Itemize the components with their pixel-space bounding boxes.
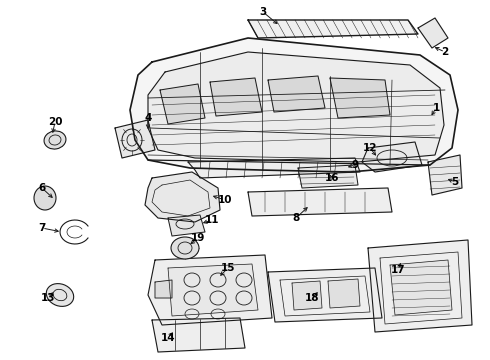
Text: 11: 11 xyxy=(205,215,219,225)
Polygon shape xyxy=(248,188,392,216)
Polygon shape xyxy=(155,280,172,298)
Polygon shape xyxy=(145,172,220,222)
Polygon shape xyxy=(152,318,245,352)
Polygon shape xyxy=(292,281,322,310)
Polygon shape xyxy=(328,279,360,308)
Polygon shape xyxy=(418,18,448,48)
Text: 5: 5 xyxy=(451,177,459,187)
Text: 7: 7 xyxy=(38,223,46,233)
Text: 18: 18 xyxy=(305,293,319,303)
Text: 19: 19 xyxy=(191,233,205,243)
Polygon shape xyxy=(330,78,390,118)
Text: 8: 8 xyxy=(293,213,299,223)
Polygon shape xyxy=(168,215,205,236)
Ellipse shape xyxy=(44,131,66,149)
Ellipse shape xyxy=(171,237,199,259)
Text: 6: 6 xyxy=(38,183,46,193)
Polygon shape xyxy=(130,38,458,172)
Text: 1: 1 xyxy=(432,103,440,113)
Polygon shape xyxy=(168,264,258,316)
Ellipse shape xyxy=(47,284,74,306)
Polygon shape xyxy=(268,268,382,322)
Ellipse shape xyxy=(34,186,56,210)
Text: 2: 2 xyxy=(441,47,449,57)
Text: 16: 16 xyxy=(325,173,339,183)
Polygon shape xyxy=(298,165,358,188)
Polygon shape xyxy=(188,158,360,178)
Polygon shape xyxy=(160,84,205,124)
Text: 10: 10 xyxy=(218,195,232,205)
Polygon shape xyxy=(248,20,418,38)
Polygon shape xyxy=(115,120,155,158)
Polygon shape xyxy=(368,240,472,332)
Polygon shape xyxy=(148,255,272,325)
Polygon shape xyxy=(428,155,462,195)
Text: 3: 3 xyxy=(259,7,267,17)
Text: 9: 9 xyxy=(351,160,359,170)
Text: 17: 17 xyxy=(391,265,405,275)
Text: 15: 15 xyxy=(221,263,235,273)
Text: 12: 12 xyxy=(363,143,377,153)
Polygon shape xyxy=(148,52,444,162)
Text: 14: 14 xyxy=(161,333,175,343)
Text: 4: 4 xyxy=(145,113,152,123)
Polygon shape xyxy=(362,142,422,172)
Text: 20: 20 xyxy=(48,117,62,127)
Text: 13: 13 xyxy=(41,293,55,303)
Polygon shape xyxy=(390,260,452,315)
Polygon shape xyxy=(210,78,262,116)
Polygon shape xyxy=(268,76,325,112)
